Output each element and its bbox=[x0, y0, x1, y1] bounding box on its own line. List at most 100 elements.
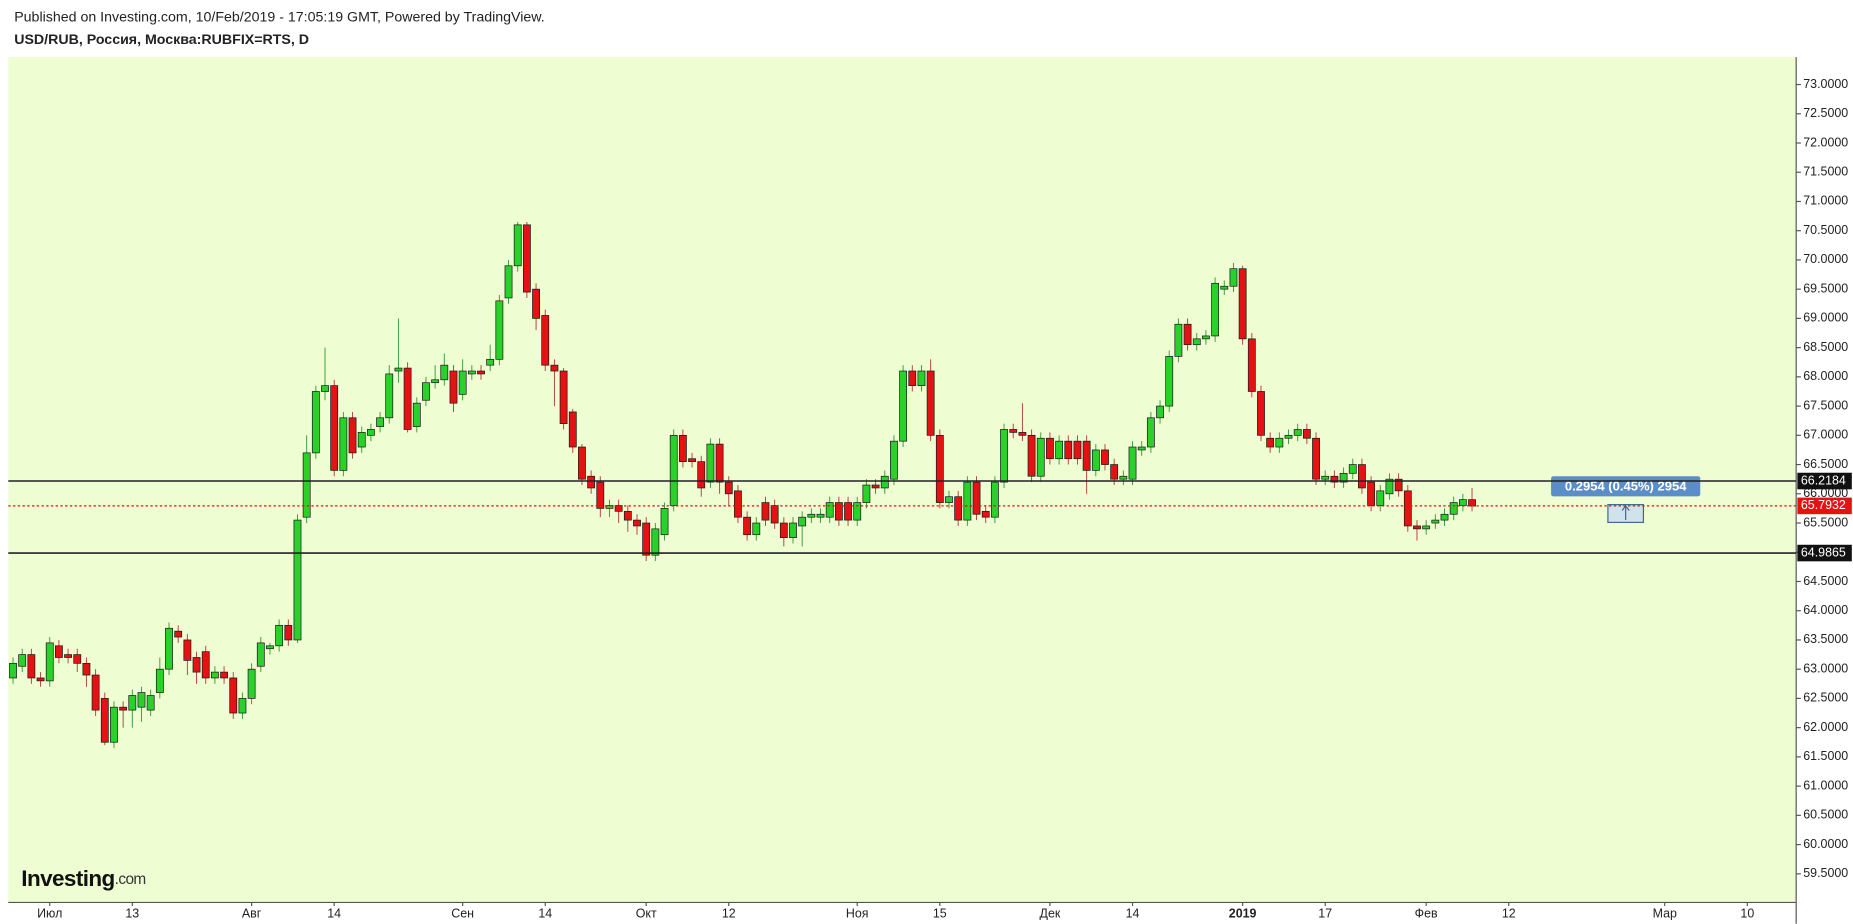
last-price-label: 65.7932 bbox=[1801, 498, 1846, 512]
candle-body bbox=[954, 496, 963, 521]
candle-body bbox=[1257, 391, 1265, 436]
candle-body bbox=[247, 668, 256, 699]
candle-body bbox=[779, 522, 788, 538]
candle-body bbox=[1220, 285, 1229, 290]
candle-body bbox=[816, 513, 825, 518]
y-tick-label: 70.0000 bbox=[1803, 252, 1848, 266]
x-tick-label: 14 bbox=[1126, 907, 1140, 921]
candle-body bbox=[935, 434, 944, 503]
y-tick-label: 67.0000 bbox=[1803, 428, 1848, 442]
candle-body bbox=[1174, 323, 1183, 357]
candle-body bbox=[293, 519, 302, 641]
candle-body bbox=[321, 385, 329, 392]
candle-body bbox=[1458, 499, 1467, 506]
y-tick-label: 63.0000 bbox=[1803, 661, 1848, 675]
candle-body bbox=[146, 695, 155, 711]
x-tick-label: 14 bbox=[538, 907, 552, 921]
y-tick-label: 61.5000 bbox=[1803, 749, 1848, 763]
candle-body bbox=[1110, 464, 1119, 480]
candle-body bbox=[1202, 335, 1210, 340]
candle-body bbox=[220, 671, 228, 679]
y-tick-label: 64.0000 bbox=[1803, 603, 1848, 617]
logo: Investing.com bbox=[21, 866, 145, 891]
candle-body bbox=[100, 698, 109, 743]
y-tick-label: 61.0000 bbox=[1803, 778, 1848, 792]
candle-body bbox=[1449, 502, 1458, 515]
candle-body bbox=[651, 528, 660, 556]
candle-body bbox=[1330, 475, 1339, 483]
candle-body bbox=[1137, 446, 1146, 451]
y-tick-label: 68.5000 bbox=[1803, 340, 1848, 354]
candle-body bbox=[798, 516, 807, 527]
candle-body bbox=[477, 370, 485, 375]
candle-body bbox=[596, 481, 605, 509]
candle-body bbox=[1468, 499, 1476, 507]
candle-body bbox=[238, 698, 247, 714]
candle-body bbox=[724, 481, 733, 495]
candle-body bbox=[18, 654, 27, 667]
candle-body bbox=[73, 654, 82, 664]
candle-body bbox=[275, 624, 284, 647]
candle-body bbox=[1422, 525, 1431, 530]
x-tick-label: Авг bbox=[242, 907, 262, 921]
candle-body bbox=[128, 695, 137, 711]
y-tick-label: 60.5000 bbox=[1803, 808, 1848, 822]
candle-body bbox=[137, 692, 146, 708]
candle-body bbox=[385, 373, 394, 419]
candle-body bbox=[587, 475, 596, 489]
y-tick-label: 62.0000 bbox=[1803, 720, 1848, 734]
candle-body bbox=[495, 300, 504, 360]
candle-body bbox=[614, 505, 623, 512]
candle-body bbox=[1339, 472, 1348, 483]
candle-body bbox=[871, 484, 880, 489]
candle-body bbox=[403, 367, 412, 430]
candle-body bbox=[926, 370, 935, 436]
y-tick-label: 65.5000 bbox=[1803, 515, 1848, 529]
candle-body bbox=[862, 484, 871, 503]
y-tick-label: 72.0000 bbox=[1803, 135, 1848, 149]
candle-body bbox=[752, 522, 761, 536]
candle-body bbox=[532, 288, 540, 319]
candle-body bbox=[440, 364, 449, 381]
x-tick-label: Сен bbox=[451, 907, 474, 921]
x-tick-label: 10 bbox=[1740, 907, 1754, 921]
candle-body bbox=[302, 452, 311, 518]
candle-body bbox=[1183, 323, 1192, 346]
candle-body bbox=[1211, 282, 1220, 337]
candle-body bbox=[348, 417, 357, 454]
candle-body bbox=[394, 367, 403, 372]
candle-body bbox=[1275, 437, 1284, 448]
candle-body bbox=[339, 417, 348, 471]
candle-body bbox=[1091, 449, 1100, 471]
candle-body bbox=[734, 490, 742, 518]
x-tick-label: 12 bbox=[1502, 907, 1516, 921]
candle-body bbox=[834, 502, 843, 521]
candle-body bbox=[678, 434, 687, 462]
candle-body bbox=[192, 657, 201, 673]
candle-body bbox=[1073, 440, 1082, 460]
candle-body bbox=[82, 662, 91, 676]
candle-body bbox=[1302, 429, 1311, 439]
candle-body bbox=[899, 370, 908, 442]
candle-body bbox=[54, 645, 63, 658]
candle-body bbox=[467, 370, 476, 375]
candle-body bbox=[513, 224, 522, 267]
candle-body bbox=[119, 706, 128, 711]
candle-body bbox=[825, 502, 834, 518]
candle-body bbox=[789, 522, 797, 538]
candle-body bbox=[761, 502, 770, 521]
candle-body bbox=[256, 642, 265, 667]
candle-body bbox=[36, 677, 45, 682]
candle-body bbox=[669, 434, 678, 506]
y-tick-label: 67.5000 bbox=[1803, 398, 1848, 412]
candle-body bbox=[697, 461, 706, 489]
candle-body bbox=[559, 370, 568, 424]
candle-body bbox=[880, 475, 889, 489]
candle-body bbox=[330, 385, 339, 471]
candle-body bbox=[110, 706, 118, 743]
y-tick-label: 66.5000 bbox=[1803, 457, 1848, 471]
candle-body bbox=[1101, 449, 1109, 465]
candle-body bbox=[1403, 490, 1412, 527]
candle-body bbox=[1394, 478, 1403, 492]
